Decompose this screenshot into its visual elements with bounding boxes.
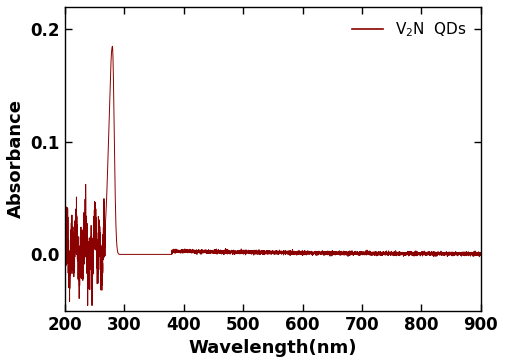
Legend: V$_2$N  QDs: V$_2$N QDs [346, 15, 473, 46]
Y-axis label: Absorbance: Absorbance [7, 99, 25, 218]
X-axis label: Wavelength(nm): Wavelength(nm) [188, 339, 357, 357]
